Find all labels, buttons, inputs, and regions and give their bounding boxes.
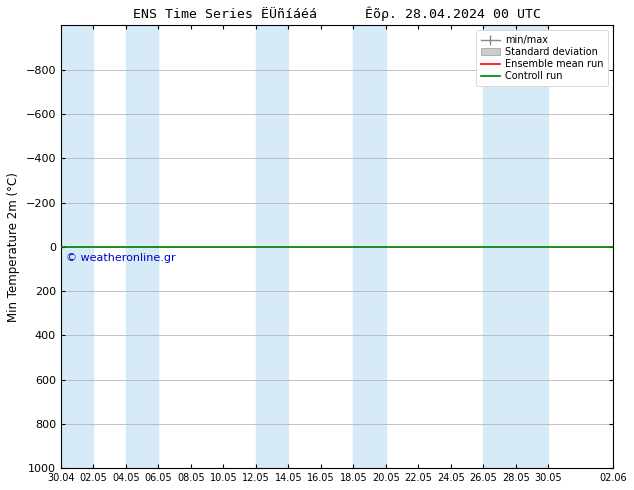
- Bar: [256, 25, 288, 468]
- Y-axis label: Min Temperature 2m (°C): Min Temperature 2m (°C): [7, 172, 20, 322]
- Legend: min/max, Standard deviation, Ensemble mean run, Controll run: min/max, Standard deviation, Ensemble me…: [476, 30, 609, 86]
- Text: © weatheronline.gr: © weatheronline.gr: [66, 253, 176, 264]
- Title: ENS Time Series ËÜñíáéá      Êõρ. 28.04.2024 00 UTC: ENS Time Series ËÜñíáéá Êõρ. 28.04.2024 …: [133, 7, 541, 22]
- Bar: [61, 25, 93, 468]
- Bar: [126, 25, 158, 468]
- Bar: [483, 25, 548, 468]
- Bar: [353, 25, 386, 468]
